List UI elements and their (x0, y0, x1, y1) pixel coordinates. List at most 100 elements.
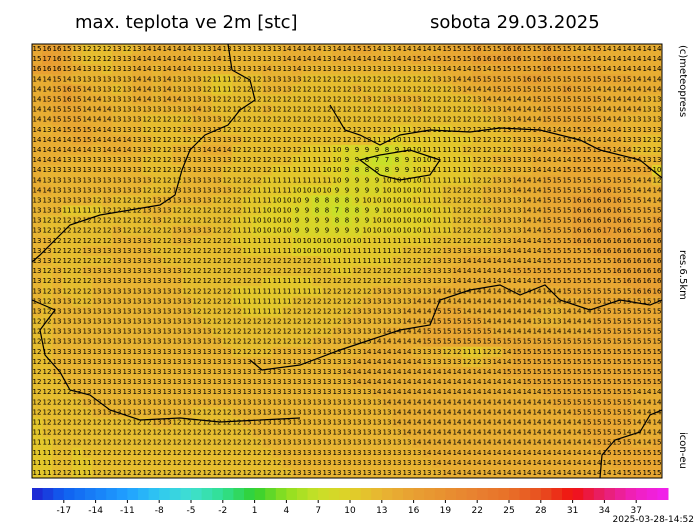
cell-value: 13 (193, 126, 202, 134)
cell-value: 13 (163, 388, 172, 396)
cell-value: 12 (343, 106, 352, 114)
cell-bg (542, 377, 553, 388)
cell-bg (52, 185, 63, 196)
cell-bg (432, 346, 443, 358)
cell-bg (492, 185, 503, 196)
cell-value: 13 (233, 368, 242, 376)
cell-value: 14 (403, 418, 412, 426)
cell-bg (612, 165, 623, 176)
cell-bg (162, 326, 173, 337)
cell-value: 12 (473, 126, 482, 134)
cell-value: 14 (523, 227, 532, 235)
cell-value: 14 (383, 328, 392, 336)
cell-value: 13 (123, 186, 132, 194)
cell-bg (32, 235, 43, 247)
cell-bg (612, 397, 623, 408)
cell-value: 13 (173, 348, 182, 356)
cell-value: 15 (603, 429, 612, 437)
cell-bg (422, 94, 433, 105)
cell-value: 12 (323, 287, 332, 295)
cell-value: 12 (213, 277, 222, 285)
cell-value: 11 (433, 176, 442, 184)
cell-value: 15 (433, 307, 442, 315)
cell-bg (242, 336, 253, 348)
cell-bg (132, 54, 143, 65)
cell-bg (192, 306, 203, 317)
cell-bg (42, 366, 53, 378)
cell-value: 12 (33, 378, 42, 386)
cell-value: 11 (243, 307, 252, 315)
cell-bg (472, 427, 483, 438)
cell-bg (432, 84, 443, 95)
cell-value: 12 (93, 418, 102, 426)
cell-bg (602, 64, 613, 75)
cell-value: 11 (303, 146, 312, 154)
cell-value: 12 (413, 257, 422, 265)
cell-bg (412, 245, 423, 257)
cell-bg (72, 245, 83, 257)
cell-value: 12 (93, 257, 102, 265)
cell-value: 13 (363, 328, 372, 336)
cell-bg (342, 54, 353, 65)
cell-bg (72, 195, 83, 206)
cell-bg (102, 54, 113, 65)
cell-bg (532, 245, 543, 257)
cell-bg (72, 266, 83, 277)
cell-value: 13 (53, 207, 62, 215)
cell-value: 16 (53, 55, 62, 63)
cell-value: 10 (413, 146, 422, 154)
cell-bg (542, 407, 553, 418)
cell-value: 13 (323, 348, 332, 356)
cell-bg (72, 134, 83, 146)
cell-value: 13 (193, 75, 202, 83)
cell-bg (232, 407, 243, 418)
cell-value: 14 (343, 368, 352, 376)
cell-value: 14 (483, 257, 492, 265)
cell-value: 13 (53, 358, 62, 366)
cell-bg (462, 245, 473, 257)
cell-value: 14 (533, 106, 542, 114)
cell-value: 11 (323, 257, 332, 265)
cell-bg (612, 195, 623, 206)
cell-bg (482, 346, 493, 358)
cell-value: 13 (123, 85, 132, 93)
cell-value: 14 (163, 55, 172, 63)
cell-value: 14 (363, 55, 372, 63)
cell-bg (572, 286, 583, 297)
cell-bg (372, 144, 383, 156)
cell-bg (332, 144, 343, 156)
cell-bg (472, 306, 483, 317)
cell-value: 11 (243, 227, 252, 235)
cell-value: 12 (33, 368, 42, 376)
cell-bg (552, 215, 563, 226)
cell-value: 13 (33, 207, 42, 215)
cell-value: 13 (143, 176, 152, 184)
cell-bg (222, 225, 233, 237)
cell-bg (442, 306, 453, 317)
cell-value: 13 (273, 45, 282, 53)
cell-value: 15 (533, 368, 542, 376)
cell-bg (562, 54, 573, 65)
cell-bg (232, 336, 243, 348)
cell-bg (442, 144, 453, 156)
cell-bg (342, 366, 353, 378)
cell-value: 15 (613, 75, 622, 83)
cell-value: 12 (73, 418, 82, 426)
cell-bg (512, 205, 523, 216)
cell-value: 13 (193, 398, 202, 406)
cell-value: 12 (113, 207, 122, 215)
cell-bg (252, 336, 263, 348)
cell-value: 14 (513, 237, 522, 245)
cell-bg (582, 407, 593, 418)
cell-bg (372, 124, 383, 136)
cell-bg (572, 266, 583, 277)
cell-bg (242, 316, 253, 327)
cell-bg (142, 296, 153, 307)
cell-bg (52, 316, 63, 327)
cell-value: 12 (463, 196, 472, 204)
cell-bg (452, 124, 463, 136)
cell-value: 13 (553, 307, 562, 315)
cell-bg (502, 124, 513, 136)
cell-bg (622, 306, 633, 317)
cell-bg (182, 245, 193, 257)
